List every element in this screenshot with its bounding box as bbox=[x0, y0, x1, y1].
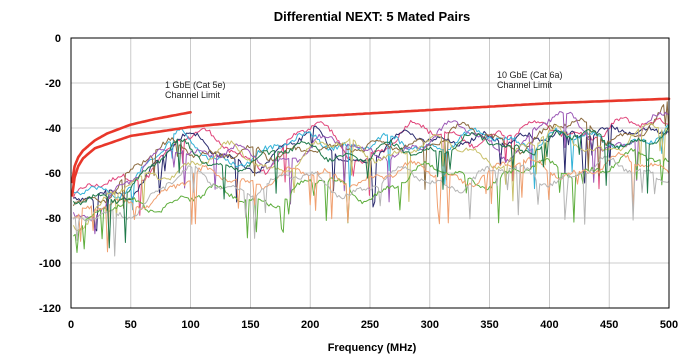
series-line bbox=[72, 111, 670, 235]
limit-label-line2: Channel Limit bbox=[497, 80, 553, 90]
y-tick-label: -100 bbox=[39, 258, 61, 270]
x-tick-label: 400 bbox=[540, 319, 558, 331]
limit-label-line2: Channel Limit bbox=[165, 90, 221, 100]
x-tick-label: 450 bbox=[600, 319, 618, 331]
y-tick-label: -40 bbox=[45, 123, 61, 135]
x-axis-label: Frequency (MHz) bbox=[328, 342, 417, 354]
series-line bbox=[72, 155, 670, 257]
series-line bbox=[73, 151, 670, 253]
limit-line bbox=[70, 97, 671, 197]
x-axis-ticks: 0 50 100 150 200 250 300 350 400 450 500 bbox=[68, 319, 678, 331]
y-tick-label: 0 bbox=[55, 33, 61, 45]
series-layer bbox=[72, 101, 670, 257]
series-line bbox=[72, 123, 670, 249]
x-tick-label: 200 bbox=[301, 319, 319, 331]
y-tick-label: -80 bbox=[45, 213, 61, 225]
series-line bbox=[73, 124, 670, 211]
x-tick-label: 350 bbox=[480, 319, 498, 331]
x-tick-label: 300 bbox=[421, 319, 439, 331]
y-tick-label: -60 bbox=[45, 168, 61, 180]
y-tick-label: -20 bbox=[45, 78, 61, 90]
series-line bbox=[72, 101, 670, 209]
y-tick-label: -120 bbox=[39, 303, 61, 315]
y-axis-ticks: 0 -20 -40 -60 -80 -100 -120 bbox=[39, 33, 61, 315]
x-tick-label: 100 bbox=[181, 319, 199, 331]
x-tick-label: 150 bbox=[241, 319, 259, 331]
plot-frame bbox=[70, 37, 670, 309]
chart-title: Differential NEXT: 5 Mated Pairs bbox=[274, 9, 471, 24]
x-tick-label: 250 bbox=[361, 319, 379, 331]
limit-label-line1: 10 GbE (Cat 6a) bbox=[497, 70, 563, 80]
x-tick-label: 500 bbox=[660, 319, 678, 331]
limit-label-line1: 1 GbE (Cat 5e) bbox=[165, 80, 226, 90]
x-tick-label: 50 bbox=[125, 319, 137, 331]
limit-lines bbox=[70, 97, 671, 197]
x-tick-label: 0 bbox=[68, 319, 74, 331]
limit-line bbox=[70, 111, 192, 184]
